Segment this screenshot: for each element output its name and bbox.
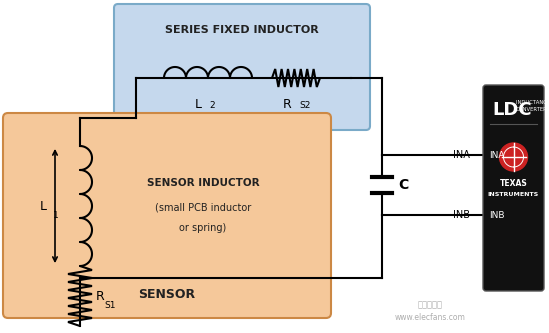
- FancyBboxPatch shape: [483, 85, 544, 291]
- Text: or spring): or spring): [180, 223, 227, 233]
- Text: SENSOR: SENSOR: [138, 288, 195, 301]
- Text: (small PCB inductor: (small PCB inductor: [155, 203, 251, 213]
- Text: 2: 2: [209, 101, 215, 110]
- Text: R: R: [283, 98, 292, 111]
- Text: R: R: [96, 289, 105, 302]
- Text: INSTRUMENTS: INSTRUMENTS: [488, 191, 539, 196]
- Text: L: L: [40, 199, 47, 212]
- Text: L: L: [195, 98, 202, 111]
- FancyBboxPatch shape: [3, 113, 331, 318]
- Text: S1: S1: [104, 301, 115, 310]
- Text: SENSOR INDUCTOR: SENSOR INDUCTOR: [147, 178, 259, 188]
- Text: S2: S2: [299, 101, 310, 110]
- Text: INB: INB: [489, 210, 505, 219]
- Circle shape: [500, 143, 528, 171]
- Text: INA: INA: [453, 150, 470, 160]
- FancyBboxPatch shape: [114, 4, 370, 130]
- Text: LDC: LDC: [492, 101, 531, 119]
- Text: TEXAS: TEXAS: [500, 179, 528, 188]
- Text: 电子发烧友: 电子发烧友: [417, 300, 442, 309]
- Text: INA: INA: [489, 151, 505, 160]
- Text: C: C: [398, 178, 408, 192]
- Text: INB: INB: [453, 210, 470, 220]
- Text: INDUCTANCE TO DIGITAL
CONVERTER: INDUCTANCE TO DIGITAL CONVERTER: [516, 100, 549, 112]
- Text: SERIES FIXED INDUCTOR: SERIES FIXED INDUCTOR: [165, 25, 319, 35]
- Text: 1: 1: [53, 211, 59, 220]
- Text: www.elecfans.com: www.elecfans.com: [395, 313, 466, 322]
